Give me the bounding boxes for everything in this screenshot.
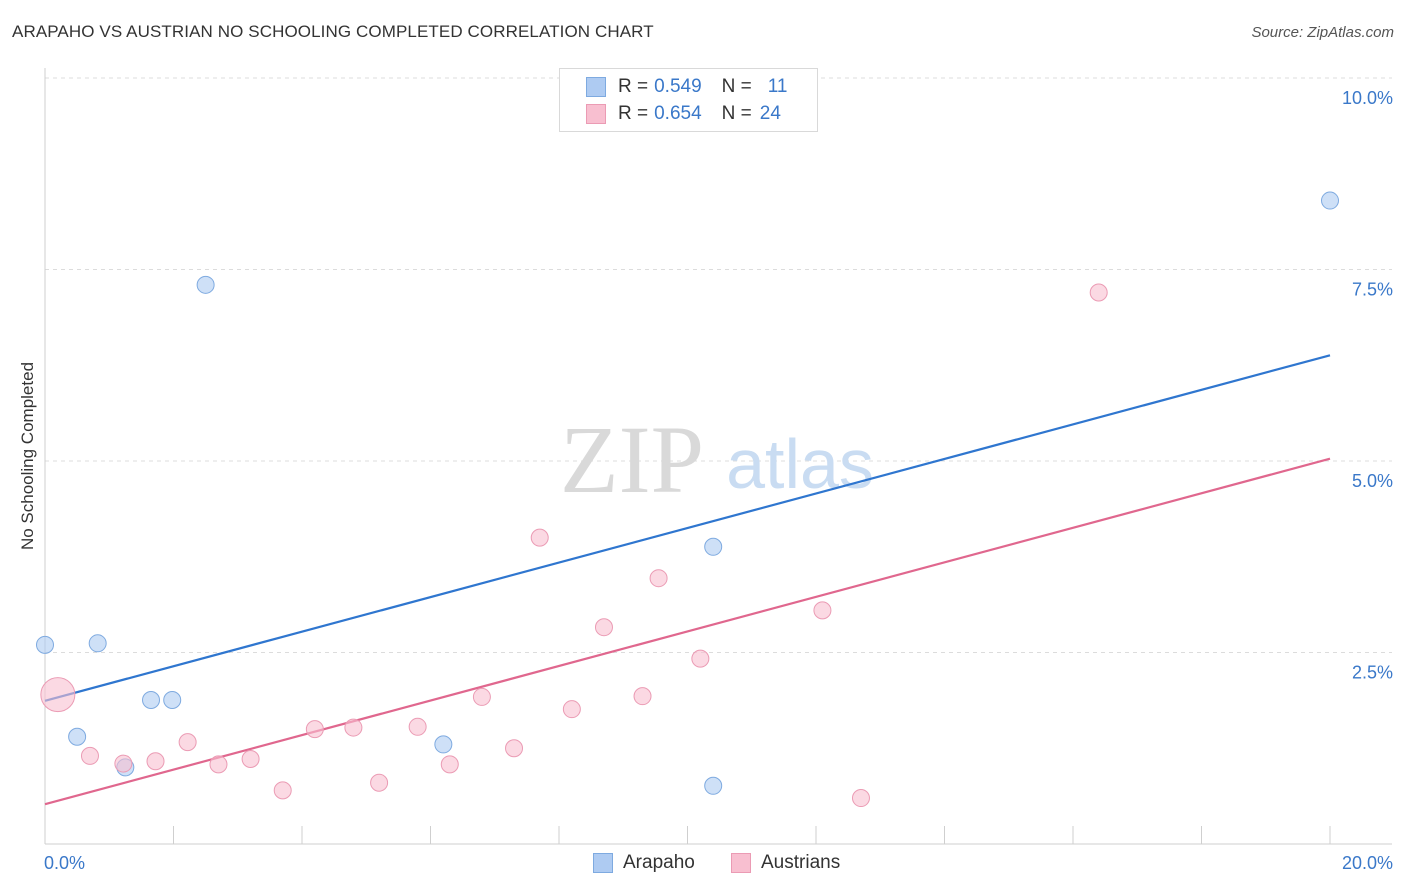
legend-r-label: R = bbox=[618, 76, 649, 97]
arapaho-trend-line bbox=[44, 354, 1331, 702]
correlation-legend: R = 0.549 N = 11 R = 0.654 N = 24 bbox=[559, 68, 818, 132]
austrians-point bbox=[813, 601, 832, 620]
watermark-atlas: atlas bbox=[726, 425, 874, 503]
austrians-point bbox=[594, 618, 613, 637]
y-tick-label: 10.0% bbox=[1342, 88, 1393, 108]
austrians-point bbox=[344, 718, 363, 737]
source-label: Source: ZipAtlas.com bbox=[1251, 24, 1394, 41]
bottom-legend-label-austrians: Austrians bbox=[761, 852, 841, 873]
arapaho-point bbox=[142, 690, 161, 709]
austrians-point bbox=[209, 755, 228, 774]
points-layer bbox=[36, 191, 1339, 808]
legend-r-value: 0.549 bbox=[654, 76, 702, 97]
tick-label-layer: 2.5% 5.0% 7.5% 10.0% 0.0% 20.0% bbox=[44, 88, 1393, 873]
legend-n-label: N = bbox=[721, 103, 752, 124]
austrians-point bbox=[440, 755, 459, 774]
x-tick-label-min: 0.0% bbox=[44, 853, 85, 873]
austrians-point bbox=[40, 677, 76, 713]
chart-title: ARAPAHO VS AUSTRIAN NO SCHOOLING COMPLET… bbox=[12, 22, 654, 41]
trend-layer bbox=[44, 354, 1331, 806]
y-tick-label: 7.5% bbox=[1352, 280, 1393, 300]
watermark: ZIP atlas bbox=[560, 406, 874, 513]
x-tick-label-max: 20.0% bbox=[1342, 853, 1393, 873]
austrians-point bbox=[472, 687, 491, 706]
austrians-point bbox=[146, 752, 165, 771]
legend-r-label: R = bbox=[618, 103, 649, 124]
austrians-point bbox=[80, 746, 99, 765]
austrians-point bbox=[505, 739, 524, 758]
austrians-point bbox=[408, 717, 427, 736]
austrians-point bbox=[851, 789, 870, 808]
austrians-point bbox=[649, 569, 668, 588]
austrians-trend-line bbox=[44, 457, 1331, 806]
legend-r-value: 0.654 bbox=[654, 103, 702, 124]
watermark-zip: ZIP bbox=[560, 406, 704, 513]
legend-n-value: 11 bbox=[767, 76, 788, 97]
bottom-legend-arapaho: Arapaho bbox=[593, 852, 695, 874]
axis-layer bbox=[44, 68, 1392, 845]
legend-n-label: N = bbox=[721, 76, 752, 97]
grid-layer bbox=[45, 77, 1392, 653]
arapaho-point bbox=[704, 537, 723, 556]
austrians-point bbox=[370, 773, 389, 792]
legend-swatch-austrians bbox=[586, 104, 606, 124]
arapaho-point bbox=[163, 690, 182, 709]
arapaho-point bbox=[434, 735, 453, 754]
legend-row-arapaho: R = 0.549 N = 11 bbox=[586, 74, 788, 100]
bottom-legend-label-arapaho: Arapaho bbox=[623, 852, 695, 873]
austrians-point bbox=[273, 781, 292, 800]
bottom-legend-austrians: Austrians bbox=[731, 852, 840, 874]
legend-n-value: 24 bbox=[759, 103, 781, 124]
austrians-point bbox=[1089, 283, 1108, 302]
arapaho-point bbox=[1321, 191, 1339, 210]
austrians-point bbox=[530, 528, 549, 547]
arapaho-point bbox=[704, 776, 723, 795]
austrians-point bbox=[114, 754, 133, 773]
arapaho-point bbox=[196, 275, 215, 294]
austrians-point bbox=[178, 733, 197, 752]
austrians-point bbox=[633, 687, 652, 706]
arapaho-point bbox=[88, 634, 107, 653]
legend-swatch-arapaho bbox=[586, 77, 606, 97]
bottom-legend-swatch-austrians bbox=[731, 853, 751, 873]
arapaho-point bbox=[68, 727, 87, 746]
y-tick-label: 2.5% bbox=[1352, 663, 1393, 683]
arapaho-point bbox=[36, 635, 54, 654]
legend-row-austrians: R = 0.654 N = 24 bbox=[586, 101, 781, 127]
austrians-point bbox=[562, 700, 581, 719]
austrians-point bbox=[691, 649, 710, 668]
austrians-point bbox=[241, 749, 260, 768]
austrians-point bbox=[305, 720, 324, 739]
bottom-legend-swatch-arapaho bbox=[593, 853, 613, 873]
y-tick-label: 5.0% bbox=[1352, 471, 1393, 491]
